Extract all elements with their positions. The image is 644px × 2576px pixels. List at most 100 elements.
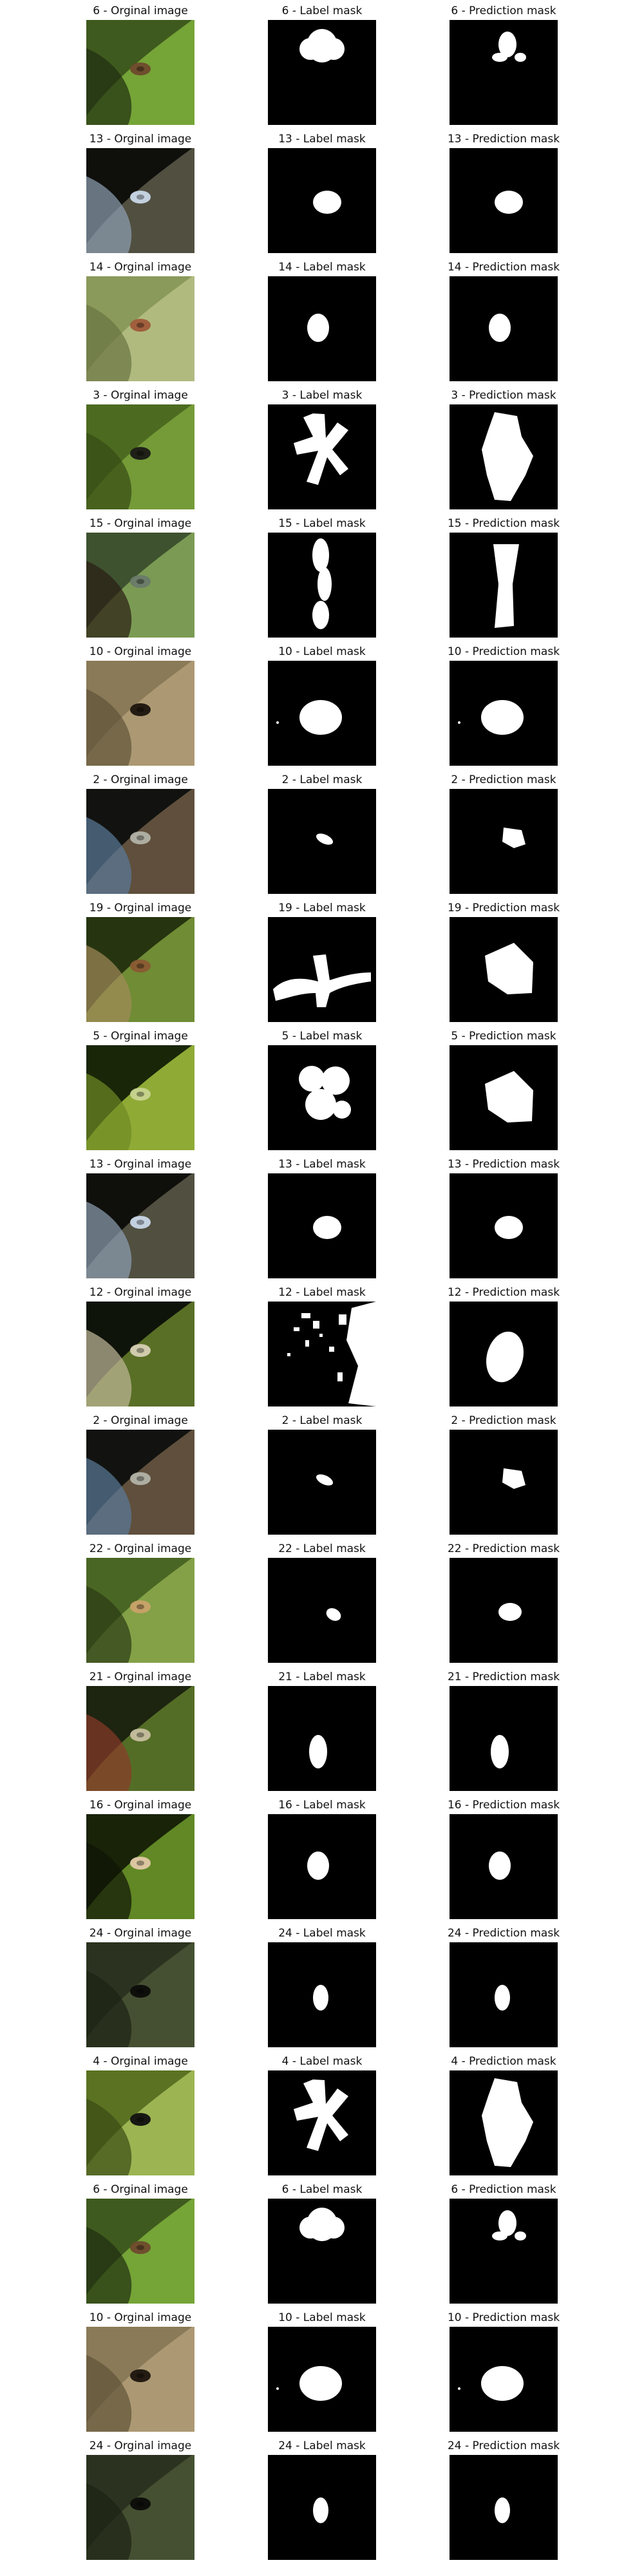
prediction-mask-title: 2 - Prediction mask [451, 773, 556, 786]
original-image [86, 1430, 194, 1535]
original-image [86, 2070, 194, 2175]
label-mask-title: 12 - Label mask [278, 1286, 366, 1299]
label-mask-graphic [268, 1558, 376, 1663]
original-image-title: 2 - Orginal image [93, 1414, 188, 1427]
original-image-graphic [86, 404, 194, 509]
label-mask [268, 1045, 376, 1150]
label-mask-graphic [268, 661, 376, 766]
original-image [86, 1942, 194, 2047]
original-image-graphic [86, 148, 194, 253]
prediction-mask [450, 1430, 558, 1535]
prediction-mask-title: 21 - Prediction mask [447, 1671, 560, 1683]
label-mask [268, 1558, 376, 1663]
original-image [86, 533, 194, 638]
label-mask-graphic [268, 1430, 376, 1535]
label-mask-title: 4 - Label mask [281, 2055, 363, 2068]
label-mask-title: 19 - Label mask [278, 902, 366, 914]
original-image-title: 3 - Orginal image [93, 389, 188, 402]
original-image-title: 6 - Orginal image [93, 2183, 188, 2196]
original-image-graphic [86, 1686, 194, 1791]
original-image-graphic [86, 20, 194, 125]
label-mask [268, 2455, 376, 2560]
original-image [86, 1558, 194, 1663]
original-image [86, 404, 194, 509]
prediction-mask-graphic [450, 404, 558, 509]
label-mask [268, 148, 376, 253]
original-image-graphic [86, 2070, 194, 2175]
label-mask-graphic [268, 404, 376, 509]
original-image-title: 10 - Orginal image [89, 645, 192, 658]
label-mask [268, 404, 376, 509]
label-mask-title: 13 - Label mask [278, 1158, 366, 1171]
prediction-mask-graphic [450, 20, 558, 125]
prediction-mask-title: 24 - Prediction mask [447, 1927, 560, 1940]
prediction-mask [450, 20, 558, 125]
label-mask [268, 1686, 376, 1791]
label-mask [268, 661, 376, 766]
prediction-mask-graphic [450, 2070, 558, 2175]
original-image-graphic [86, 533, 194, 638]
label-mask [268, 1814, 376, 1919]
original-image-title: 13 - Orginal image [89, 1158, 192, 1171]
label-mask-title: 10 - Label mask [278, 645, 366, 658]
label-mask-graphic [268, 1814, 376, 1919]
original-image-title: 4 - Orginal image [93, 2055, 188, 2068]
label-mask-graphic [268, 20, 376, 125]
prediction-mask-graphic [450, 1173, 558, 1278]
original-image [86, 276, 194, 381]
original-image-title: 16 - Orginal image [89, 1799, 192, 1812]
prediction-mask [450, 1558, 558, 1663]
prediction-mask-graphic [450, 1814, 558, 1919]
prediction-mask-graphic [450, 533, 558, 638]
prediction-mask-graphic [450, 1045, 558, 1150]
prediction-mask [450, 404, 558, 509]
label-mask-graphic [268, 2199, 376, 2304]
prediction-mask-graphic [450, 1686, 558, 1791]
label-mask-graphic [268, 2327, 376, 2432]
original-image-graphic [86, 1558, 194, 1663]
label-mask-title: 24 - Label mask [278, 1927, 366, 1940]
prediction-mask-title: 19 - Prediction mask [447, 902, 560, 914]
original-image-title: 19 - Orginal image [89, 902, 192, 914]
label-mask-title: 16 - Label mask [278, 1799, 366, 1812]
label-mask [268, 917, 376, 1022]
prediction-mask-title: 13 - Prediction mask [447, 1158, 560, 1171]
label-mask [268, 2327, 376, 2432]
prediction-mask-graphic [450, 1558, 558, 1663]
prediction-mask-graphic [450, 917, 558, 1022]
prediction-mask [450, 148, 558, 253]
label-mask-title: 6 - Label mask [281, 5, 363, 17]
prediction-mask-title: 24 - Prediction mask [447, 2439, 560, 2452]
prediction-mask-graphic [450, 2199, 558, 2304]
prediction-mask-title: 12 - Prediction mask [447, 1286, 560, 1299]
label-mask-graphic [268, 1942, 376, 2047]
label-mask-graphic [268, 2070, 376, 2175]
label-mask-graphic [268, 2455, 376, 2560]
original-image-graphic [86, 276, 194, 381]
original-image [86, 1173, 194, 1278]
original-image [86, 1814, 194, 1919]
label-mask-title: 2 - Label mask [281, 1414, 363, 1427]
label-mask-graphic [268, 917, 376, 1022]
prediction-mask-graphic [450, 1302, 558, 1406]
label-mask-title: 22 - Label mask [278, 1542, 366, 1555]
label-mask [268, 1302, 376, 1406]
label-mask [268, 1430, 376, 1535]
label-mask-graphic [268, 276, 376, 381]
prediction-mask [450, 1686, 558, 1791]
prediction-mask [450, 2199, 558, 2304]
prediction-mask [450, 789, 558, 894]
label-mask-graphic [268, 1686, 376, 1791]
prediction-mask-title: 4 - Prediction mask [451, 2055, 556, 2068]
prediction-mask [450, 1942, 558, 2047]
prediction-mask-graphic [450, 789, 558, 894]
prediction-mask-title: 22 - Prediction mask [447, 1542, 560, 1555]
original-image [86, 20, 194, 125]
original-image [86, 148, 194, 253]
prediction-mask [450, 1045, 558, 1150]
prediction-mask [450, 2455, 558, 2560]
original-image [86, 2455, 194, 2560]
prediction-mask-graphic [450, 1942, 558, 2047]
label-mask-title: 13 - Label mask [278, 133, 366, 146]
